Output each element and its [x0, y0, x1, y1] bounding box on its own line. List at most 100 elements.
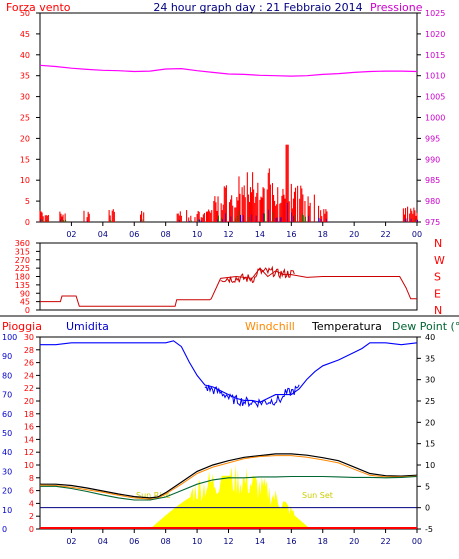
wind-x-tick-label: 02: [66, 230, 76, 239]
humidity-axis-tick-label: 20: [2, 487, 12, 496]
rain-axis-tick-label: 14: [24, 435, 34, 444]
direction-axis-tick-label: 90: [20, 289, 30, 298]
wind-axis-tick-label: 45: [20, 30, 30, 39]
temp-x-tick-label: 18: [318, 537, 328, 546]
wind-axis-tick-label: 40: [20, 51, 30, 60]
pressure-axis-tick-label: 995: [425, 134, 440, 143]
rain-axis-tick-label: 28: [24, 346, 34, 355]
rain-axis-tick-label: 12: [24, 448, 34, 457]
humidity-axis-tick-label: 0: [2, 525, 7, 534]
humidity-label: Umidita: [66, 320, 109, 333]
dewpoint-label: Dew Point (°C: [392, 320, 459, 333]
temp-x-tick-label: 04: [98, 537, 108, 546]
pressure-axis-tick-label: 990: [425, 155, 440, 164]
compass-label: W: [434, 254, 445, 267]
wind-axis-tick-label: 5: [25, 197, 30, 206]
direction-axis-tick-label: 315: [15, 247, 30, 256]
rain-axis-tick-label: 2: [29, 512, 34, 521]
wind-x-tick-label: 16: [286, 230, 296, 239]
chart-marks: 0510152025303540455097598098599099510001…: [2, 9, 445, 546]
temp-axis-tick-label: 5: [425, 482, 430, 491]
pressure-axis-tick-label: 1015: [425, 51, 445, 60]
wind-x-tick-label: 18: [318, 230, 328, 239]
humidity-line: [40, 340, 418, 403]
rain-label: Pioggia: [2, 320, 42, 333]
temp-x-tick-label: 14: [255, 537, 265, 546]
wind-axis-tick-label: 15: [20, 155, 30, 164]
humidity-axis-tick-label: 70: [2, 391, 12, 400]
wind-x-tick-label: 08: [161, 230, 171, 239]
temp-axis-tick-label: 25: [425, 397, 435, 406]
temp-axis-tick-label: 30: [425, 376, 435, 385]
rain-axis-tick-label: 24: [24, 371, 34, 380]
wind-axis-tick-label: 50: [20, 9, 30, 18]
rain-axis-tick-label: 4: [29, 499, 34, 508]
wind-x-tick-label: 20: [349, 230, 359, 239]
chart-title: 24 hour graph day : 21 Febbraio 2014: [153, 1, 362, 14]
wind-x-tick-label: 14: [255, 230, 265, 239]
wind-force-label: Forza vento: [6, 1, 71, 14]
temperature-line: [40, 453, 418, 499]
temp-x-tick-label: 02: [66, 537, 76, 546]
temp-x-tick-label: 12: [223, 537, 233, 546]
humidity-axis-tick-label: 80: [2, 371, 12, 380]
pressure-axis-tick-label: 985: [425, 176, 440, 185]
temp-axis-tick-label: 10: [425, 461, 435, 470]
pressure-line: [39, 64, 418, 77]
wind-axis-tick-label: 30: [20, 93, 30, 102]
rain-axis-tick-label: 20: [24, 397, 34, 406]
rain-axis-tick-label: 26: [24, 359, 34, 368]
rain-axis-tick-label: 18: [24, 410, 34, 419]
temp-x-tick-label: 16: [286, 537, 296, 546]
pressure-axis-tick-label: 980: [425, 197, 440, 206]
wind-axis-tick-label: 10: [20, 176, 30, 185]
direction-jitter-line: [220, 265, 295, 284]
humidity-axis-tick-label: 50: [2, 429, 12, 438]
temp-x-tick-label: 20: [349, 537, 359, 546]
temp-x-tick-label: 08: [161, 537, 171, 546]
rain-axis-tick-label: 22: [24, 384, 34, 393]
temp-axis-tick-label: 15: [425, 440, 435, 449]
rain-axis-tick-label: 0: [29, 525, 34, 534]
humidity-axis-tick-label: 30: [2, 467, 12, 476]
humidity-axis-tick-label: 10: [2, 506, 12, 515]
direction-axis-tick-label: 270: [15, 256, 30, 265]
compass-label: E: [434, 287, 441, 300]
rain-axis-tick-label: 16: [24, 423, 34, 432]
direction-axis-tick-label: 135: [15, 281, 30, 290]
temp-axis-tick-label: 40: [425, 333, 435, 342]
windchill-line: [39, 455, 418, 500]
humidity-noise-line: [204, 384, 300, 409]
rain-axis-tick-label: 10: [24, 461, 34, 470]
rain-axis-tick-label: 30: [24, 333, 34, 342]
temp-x-tick-label: 06: [129, 537, 139, 546]
direction-axis-tick-label: 45: [20, 298, 30, 307]
windchill-label: Windchill: [245, 320, 295, 333]
sun-radiation-area: [150, 463, 311, 529]
temp-axis-tick-label: 20: [425, 418, 435, 427]
rain-axis-tick-label: 6: [29, 487, 34, 496]
pressure-axis-tick-label: 975: [425, 218, 440, 227]
temp-x-tick-label: 22: [380, 537, 390, 546]
humidity-axis-tick-label: 60: [2, 410, 12, 419]
wind-axis-tick-label: 35: [20, 72, 30, 81]
pressure-axis-tick-label: 1020: [425, 30, 445, 39]
direction-axis-tick-label: 0: [25, 306, 30, 315]
wind-x-tick-label: 04: [98, 230, 108, 239]
pressure-axis-tick-label: 1010: [425, 72, 445, 81]
direction-line: [40, 267, 417, 307]
dewpoint-line: [40, 475, 418, 501]
wind-x-tick-label: 12: [223, 230, 233, 239]
panel-wind-frame: [39, 12, 418, 223]
compass-label: S: [434, 271, 441, 284]
wind-x-tick-label: 00: [412, 230, 422, 239]
wind-axis-tick-label: 20: [20, 134, 30, 143]
pressure-axis-tick-label: 1000: [425, 114, 445, 123]
pressure-axis-tick-label: 1025: [425, 9, 445, 18]
direction-axis-tick-label: 180: [15, 273, 30, 282]
wind-x-tick-label: 06: [129, 230, 139, 239]
temperature-label: Temperatura: [311, 320, 382, 333]
temp-x-tick-label: 00: [412, 537, 422, 546]
